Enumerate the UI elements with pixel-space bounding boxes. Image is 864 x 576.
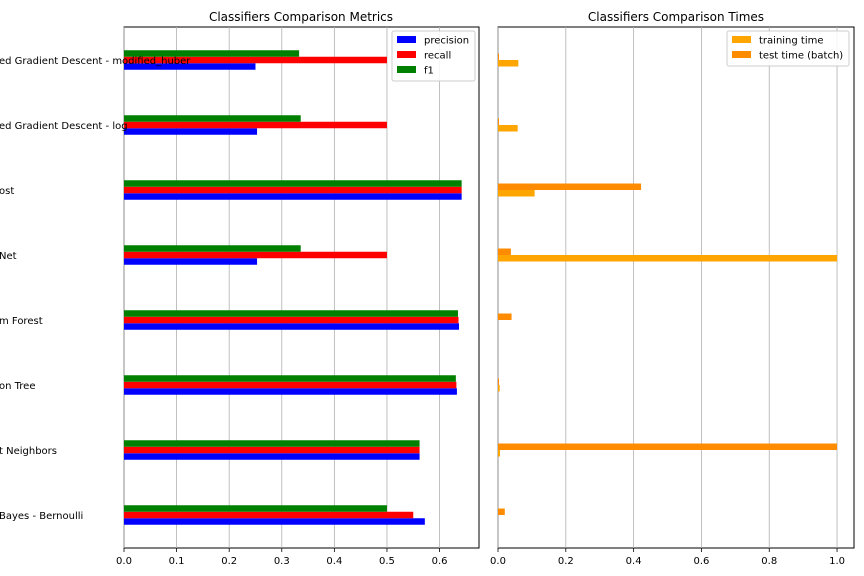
times-x-tick-label: 0.0 <box>490 556 506 567</box>
metrics-bar-precision <box>124 128 258 135</box>
metrics-bar-recall <box>124 121 387 129</box>
metrics-bar-precision <box>124 453 420 460</box>
times-bar-test-time-batch <box>498 118 500 125</box>
metrics-legend-label-f1: f1 <box>424 66 434 77</box>
times-bar-test-time-batch <box>498 313 512 320</box>
times-legend-swatch-test-time-batch <box>732 51 751 58</box>
metrics-bar-recall <box>124 511 414 519</box>
category-label: t Neighbors <box>0 446 57 457</box>
metrics-x-tick-label: 0.3 <box>274 556 290 567</box>
times-legend: training time test time (batch) <box>726 30 850 67</box>
times-bars <box>498 53 838 515</box>
times-chart: Classifiers Comparison Times 0.0 0.2 0.4 0.… <box>490 10 855 567</box>
metrics-legend-swatch-precision <box>397 36 416 43</box>
times-bar-test-time-batch <box>498 378 500 385</box>
times-x-tick-label: 0.2 <box>558 556 574 567</box>
metrics-bar-f1 <box>124 375 456 382</box>
metrics-bar-precision <box>124 323 460 330</box>
times-bar-test-time-batch <box>498 443 838 450</box>
metrics-x-tick-label: 0.4 <box>326 556 342 567</box>
metrics-bar-f1 <box>124 440 420 447</box>
metrics-legend: precision recall f1 <box>391 30 476 82</box>
times-legend-swatch-training-time <box>732 36 751 43</box>
metrics-bar-recall <box>124 56 387 64</box>
times-legend-box <box>726 30 850 67</box>
metrics-x-ticks: 0.0 0.1 0.2 0.3 0.4 0.5 0.6 <box>116 548 448 567</box>
metrics-bar-recall <box>124 316 459 324</box>
metrics-bar-precision <box>124 518 425 525</box>
times-bar-training-time <box>498 190 535 197</box>
times-x-tick-label: 0.4 <box>626 556 642 567</box>
metrics-bar-f1 <box>124 245 301 252</box>
metrics-bar-precision <box>124 258 258 265</box>
times-bar-test-time-batch <box>498 508 505 515</box>
metrics-legend-swatch-recall <box>397 51 416 58</box>
metrics-bar-f1 <box>124 115 301 122</box>
times-plot-frame <box>497 26 855 549</box>
times-bar-training-time <box>498 255 838 262</box>
metrics-bar-f1 <box>124 505 387 512</box>
metrics-chart: Classifiers Comparison Metrics 0.0 0.1 0.2… <box>0 10 480 567</box>
times-x-tick-label: 0.8 <box>761 556 777 567</box>
times-chart-title: Classifiers Comparison Times <box>588 10 764 24</box>
metrics-bars <box>124 50 462 525</box>
metrics-bar-precision <box>124 388 457 395</box>
metrics-bar-recall <box>124 446 420 454</box>
metrics-x-tick-label: 0.2 <box>221 556 237 567</box>
metrics-legend-label-recall: recall <box>424 51 451 62</box>
metrics-bar-f1 <box>124 310 458 317</box>
times-bar-test-time-batch <box>498 183 642 190</box>
times-legend-label-training-time: training time <box>759 36 824 47</box>
category-label: Bayes - Bernoulli <box>0 511 83 522</box>
metrics-bar-f1 <box>124 50 300 57</box>
category-label: m Forest <box>0 316 43 327</box>
category-label: on Tree <box>0 381 35 392</box>
times-bar-test-time-batch <box>498 53 500 60</box>
metrics-bar-precision <box>124 63 256 70</box>
metrics-legend-label-precision: precision <box>424 36 469 47</box>
times-bar-training-time <box>498 125 518 132</box>
times-bar-training-time <box>498 385 500 392</box>
times-legend-label-test-time-batch: test time (batch) <box>759 51 843 62</box>
category-label: ed Gradient Descent - log <box>0 121 128 132</box>
category-label: Net <box>0 251 17 262</box>
metrics-plot-frame <box>123 26 480 549</box>
metrics-bar-f1 <box>124 180 462 187</box>
metrics-legend-swatch-f1 <box>397 66 416 73</box>
metrics-chart-title: Classifiers Comparison Metrics <box>209 10 393 24</box>
metrics-bar-recall <box>124 381 457 389</box>
times-x-tick-label: 0.6 <box>693 556 709 567</box>
times-bar-test-time-batch <box>498 248 511 255</box>
times-gridlines <box>497 27 838 548</box>
metrics-x-tick-label: 0.0 <box>116 556 132 567</box>
category-label: ed Gradient Descent - modified_huber <box>0 56 191 67</box>
metrics-bar-recall <box>124 251 387 259</box>
category-label: ost <box>0 186 14 197</box>
metrics-x-tick-label: 0.6 <box>432 556 448 567</box>
metrics-bar-precision <box>124 193 462 200</box>
metrics-x-tick-label: 0.1 <box>169 556 185 567</box>
times-x-tick-label: 1.0 <box>829 556 845 567</box>
times-bar-training-time <box>498 450 501 457</box>
times-bar-training-time <box>498 60 519 67</box>
metrics-x-tick-label: 0.5 <box>379 556 395 567</box>
metrics-bar-recall <box>124 186 462 194</box>
metrics-gridlines <box>123 27 440 548</box>
times-x-ticks: 0.0 0.2 0.4 0.6 0.8 1.0 <box>490 548 845 567</box>
